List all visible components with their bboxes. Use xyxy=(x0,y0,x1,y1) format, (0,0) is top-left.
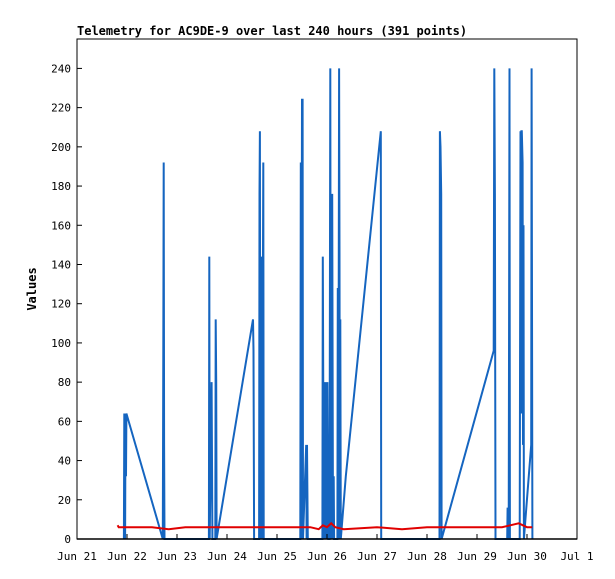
y-tick-label: 60 xyxy=(58,415,71,428)
y-tick-label: 20 xyxy=(58,494,71,507)
x-tick-label: Jun 28 xyxy=(407,550,447,563)
y-axis-label: Values xyxy=(25,267,39,310)
y-tick-label: 0 xyxy=(64,533,71,546)
y-axis: 0 20 40 60 80 100 120 140 160 180 200 220 240 xyxy=(51,62,82,546)
x-tick-label: Jun 30 xyxy=(507,550,547,563)
x-tick-label: Jun 22 xyxy=(107,550,147,563)
x-tick-label: Jul 1 xyxy=(560,550,593,563)
y-tick-label: 240 xyxy=(51,62,71,75)
y-tick-label: 200 xyxy=(51,141,71,154)
x-tick-label: Jun 24 xyxy=(207,550,247,563)
chart-title: Telemetry for AC9DE-9 over last 240 hour… xyxy=(77,24,467,38)
x-tick-label: Jun 26 xyxy=(307,550,347,563)
x-tick-label: Jun 25 xyxy=(257,550,297,563)
y-tick-label: 120 xyxy=(51,298,71,311)
x-tick-label: Jun 23 xyxy=(157,550,197,563)
y-tick-label: 220 xyxy=(51,102,71,115)
y-tick-label: 140 xyxy=(51,258,71,271)
y-tick-label: 80 xyxy=(58,376,71,389)
x-tick-label: Jun 27 xyxy=(357,550,397,563)
x-axis: Jun 21 Jun 22 Jun 23 Jun 24 Jun 25 Jun 26 Jun … xyxy=(57,534,594,563)
y-tick-label: 100 xyxy=(51,337,71,350)
y-tick-label: 180 xyxy=(51,180,71,193)
y-tick-label: 40 xyxy=(58,455,71,468)
series-line-1 xyxy=(116,521,533,531)
y-tick-label: 160 xyxy=(51,219,71,232)
x-tick-label: Jun 21 xyxy=(57,550,97,563)
x-tick-label: Jun 29 xyxy=(457,550,497,563)
